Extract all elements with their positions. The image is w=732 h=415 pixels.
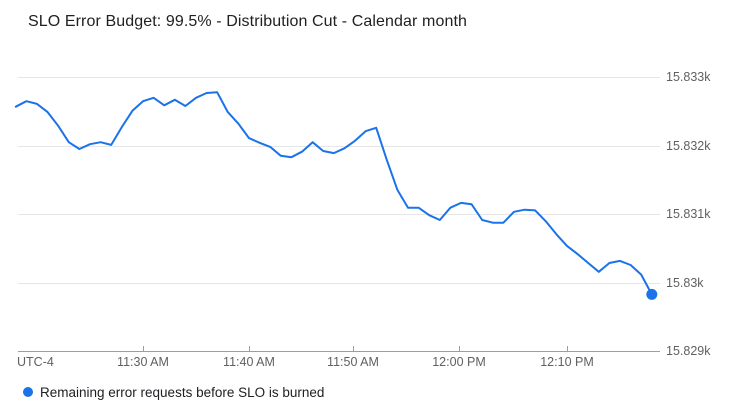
x-axis-label: 11:30 AM — [117, 355, 169, 369]
gridline — [18, 214, 660, 215]
series-line — [14, 91, 653, 296]
chart-title: SLO Error Budget: 99.5% - Distribution C… — [28, 13, 467, 30]
x-axis-line — [18, 351, 660, 352]
y-axis-label: 15.832k — [666, 139, 711, 153]
y-axis-label: 15.833k — [666, 70, 711, 84]
timezone-label: UTC-4 — [17, 355, 54, 369]
x-axis-tick — [143, 346, 144, 352]
x-axis-label: 12:00 PM — [432, 355, 486, 369]
gridline — [18, 77, 660, 78]
x-axis-tick — [567, 346, 568, 352]
x-axis-tick — [249, 346, 250, 352]
gridline — [18, 146, 660, 147]
x-axis-label: 11:50 AM — [327, 355, 379, 369]
x-axis-tick — [353, 346, 354, 352]
x-axis-label: 11:40 AM — [223, 355, 275, 369]
legend-label: Remaining error requests before SLO is b… — [40, 384, 325, 400]
x-axis-tick — [459, 346, 460, 352]
series-end-dot — [646, 288, 658, 300]
y-axis-label: 15.83k — [666, 276, 704, 290]
legend-marker-icon — [23, 387, 33, 397]
gridline — [18, 283, 660, 284]
x-axis-label: 12:10 PM — [540, 355, 594, 369]
legend: Remaining error requests before SLO is b… — [23, 383, 324, 401]
y-axis-label: 15.829k — [666, 344, 711, 358]
y-axis-label: 15.831k — [666, 207, 711, 221]
